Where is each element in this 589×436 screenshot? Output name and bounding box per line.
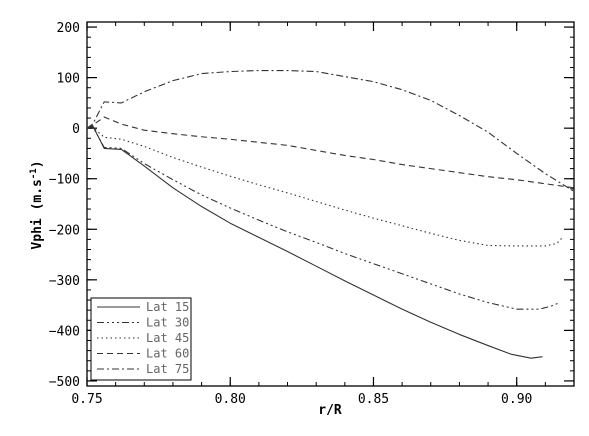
- x-axis-title: r/R: [318, 403, 342, 418]
- y-axis-title-main: Vphi (m.s: [30, 179, 45, 249]
- series-line-lat-15: [86, 125, 543, 359]
- y-axis-title-close: ): [30, 160, 45, 168]
- y-tick-label: −500: [49, 375, 80, 390]
- y-axis-title: Vphi (m.s-1): [29, 160, 45, 249]
- legend-box: [90, 297, 192, 381]
- x-tick-label: 0.80: [215, 392, 246, 407]
- y-tick-label: −200: [49, 223, 80, 238]
- legend-label: Lat 60: [146, 347, 189, 361]
- x-tick-label: 0.85: [358, 392, 389, 407]
- legend-label: Lat 75: [146, 362, 189, 376]
- series-line-lat-45: [86, 126, 563, 247]
- y-tick-label: 100: [57, 72, 80, 87]
- plot-frame: [86, 21, 575, 387]
- series-line-lat-30: [86, 126, 560, 310]
- y-axis-title-sup: -1: [29, 168, 39, 179]
- ticks-layer: 0.75 0.80 0.85 0.90 200 100 0 −100 −200 −300 −400 −…: [49, 21, 575, 407]
- series-line-lat-60: [86, 116, 575, 189]
- x-tick-label: 0.75: [71, 392, 102, 407]
- y-tick-label: 0: [72, 122, 80, 137]
- series-layer: [86, 69, 575, 359]
- series-line-lat-75: [86, 69, 575, 192]
- y-tick-label: −100: [49, 173, 80, 188]
- legend-label: Lat 15: [146, 300, 189, 314]
- x-tick-label: 0.90: [501, 392, 532, 407]
- legend-label: Lat 30: [146, 316, 189, 330]
- legend-label: Lat 45: [146, 331, 189, 345]
- y-tick-label: 200: [57, 21, 80, 36]
- y-tick-label: −300: [49, 274, 80, 289]
- y-tick-label: −400: [49, 324, 80, 339]
